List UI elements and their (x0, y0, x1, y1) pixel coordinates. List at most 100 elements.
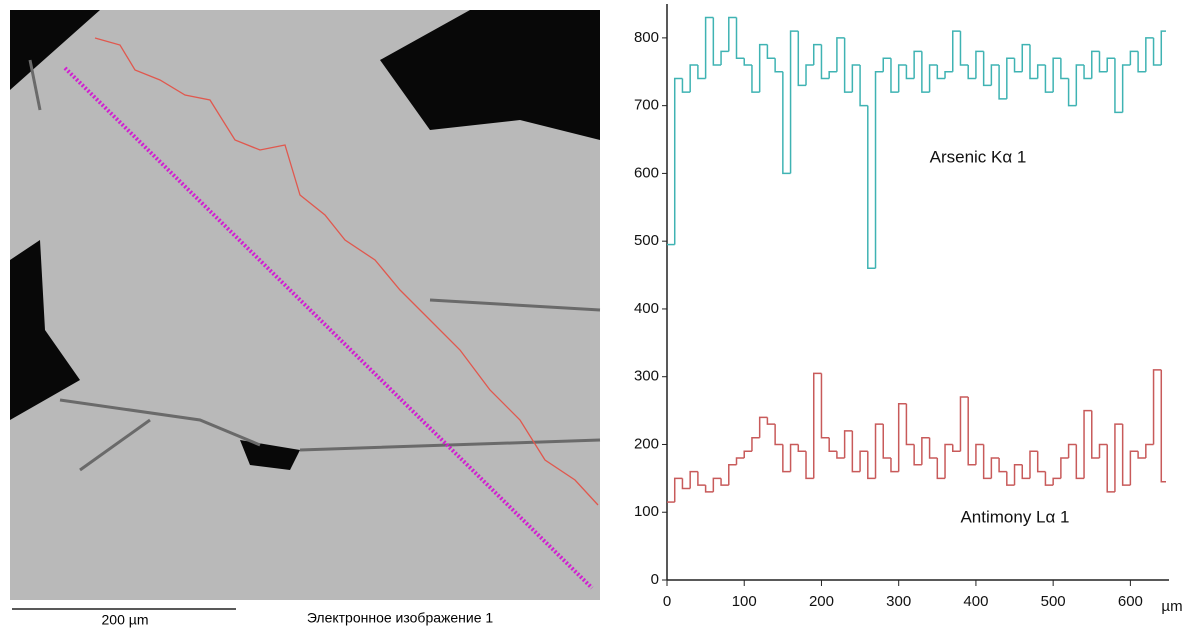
step-segment (1021, 464, 1030, 480)
y-tick-label: 300 (634, 368, 659, 385)
step-segment (743, 450, 752, 459)
step-segment (882, 57, 891, 72)
step-segment (1060, 457, 1069, 479)
step-segment (1129, 450, 1139, 486)
step-segment (697, 471, 706, 486)
step-segment (1091, 410, 1100, 459)
step-segment (1021, 43, 1030, 72)
y-tick-label: 700 (634, 97, 659, 114)
step-segment (1083, 409, 1092, 479)
step-segment (990, 64, 1000, 86)
step-segment (728, 464, 737, 486)
step-segment (836, 451, 845, 459)
step-segment (782, 444, 791, 473)
step-segment (859, 64, 868, 107)
y-tick-label: 100 (634, 503, 659, 520)
x-tick-label: 500 (1041, 593, 1066, 610)
step-segment (789, 443, 799, 472)
step-segment (990, 457, 1000, 479)
step-segment (758, 416, 768, 438)
step-segment (704, 16, 714, 79)
step-segment (751, 436, 760, 452)
step-segment (1145, 443, 1154, 459)
series-label: Arsenic Kα 1 (930, 147, 1027, 166)
step-segment (867, 451, 876, 480)
step-segment (1160, 30, 1166, 65)
step-segment (1114, 423, 1123, 492)
step-segment (1006, 471, 1015, 486)
step-segment (1036, 64, 1046, 79)
step-segment (812, 372, 822, 479)
scale-label: 200 µm (102, 612, 149, 628)
sem-crack (28, 59, 601, 472)
step-segment (1098, 443, 1108, 459)
step-segment (890, 58, 899, 93)
step-segment (828, 71, 837, 79)
step-segment (882, 424, 891, 459)
step-segment (828, 437, 837, 452)
step-segment (1006, 57, 1015, 99)
step-segment (812, 43, 822, 65)
step-segment (1029, 44, 1038, 80)
step-segment (820, 44, 830, 80)
step-segment (851, 64, 861, 93)
step-segment (774, 58, 783, 73)
step-segment (1160, 369, 1166, 483)
step-segment (967, 397, 976, 466)
x-tick-label: 300 (886, 593, 911, 610)
step-segment (1106, 444, 1115, 493)
step-segment (1075, 64, 1085, 106)
step-segment (751, 64, 760, 93)
step-segment (897, 64, 907, 93)
step-segment (758, 43, 768, 93)
step-segment (913, 444, 922, 466)
step-segment (797, 444, 807, 452)
step-segment (1013, 58, 1023, 73)
sem-profile-overlay (94, 37, 599, 506)
sem-image: 200 µm Электронное изображение 1 (10, 10, 601, 628)
y-tick-label: 0 (651, 571, 659, 588)
step-segment (975, 50, 984, 79)
step-segment (728, 16, 737, 52)
step-segment (1052, 477, 1061, 486)
series-label: Antimony Lα 1 (960, 507, 1069, 526)
step-segment (774, 424, 783, 446)
y-tick-label: 800 (634, 29, 659, 46)
step-segment (859, 450, 868, 472)
y-tick-label: 500 (634, 232, 659, 249)
step-segment (805, 64, 814, 86)
step-segment (1145, 37, 1154, 72)
chart: 0 100 200 300 400 500 600 700 800 0 100 200 300 400 50… (634, 4, 1183, 615)
step-segment (982, 444, 992, 480)
step-segment (689, 64, 698, 93)
step-segment (704, 485, 714, 493)
step-segment (1044, 471, 1054, 486)
sem-dark-region (10, 10, 600, 470)
x-tick-label: 600 (1118, 593, 1143, 610)
sem-scan-line (63, 66, 594, 590)
step-segment (797, 31, 807, 87)
step-segment (928, 64, 938, 93)
y-tick-label: 400 (634, 300, 659, 317)
step-segment (913, 50, 922, 79)
step-segment (1052, 57, 1061, 93)
step-segment (735, 457, 745, 465)
step-segment (998, 64, 1007, 100)
step-segment (782, 71, 791, 175)
step-segment (1137, 51, 1146, 73)
step-segment (936, 458, 946, 480)
step-segment (1121, 64, 1131, 113)
step-segment (867, 105, 876, 270)
step-segment (1036, 451, 1046, 473)
step-segment (1152, 37, 1162, 66)
step-segment (1137, 451, 1146, 459)
step-segment (743, 58, 752, 66)
step-segment (1121, 424, 1131, 486)
step-segment (673, 77, 683, 245)
step-segment (1029, 450, 1038, 479)
step-segment (905, 403, 915, 446)
step-segment (952, 30, 961, 72)
step-segment (697, 64, 706, 80)
step-segment (959, 396, 969, 452)
